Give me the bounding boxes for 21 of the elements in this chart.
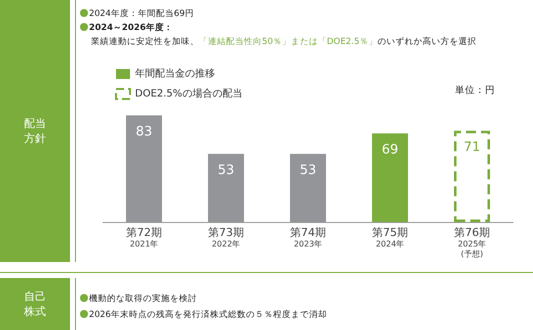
text: 単位：円 (455, 84, 495, 97)
x-tick-label: 第72期 2021年 (126, 226, 162, 248)
text: 自己株式 (23, 289, 47, 319)
data-label: 53 (218, 162, 234, 178)
data-label: 83 (136, 124, 152, 140)
data-label: 71 (464, 140, 480, 155)
x-tick-label: 第76期 2025年 (予想) (454, 226, 490, 258)
bar (454, 130, 490, 222)
x-tick-label: 第75期 2024年 (372, 226, 408, 248)
data-label: 53 (300, 162, 316, 178)
x-tick-label: 第74期 2023年 (290, 226, 326, 248)
legend-label: DOE2.5%の場合の配当 (135, 88, 242, 100)
text: 配当方針 (23, 116, 47, 146)
x-tick-label: 第73期 2022年 (208, 226, 244, 248)
text: 2026年末時点の残高を発行済株式総数の５％程度まで消却 (88, 308, 327, 322)
text: 業績連動に安定性を加味、「連結配当性向50％」または「DOE2.5％」のいずれか高い方を選択 (91, 37, 476, 47)
data-label: 69 (382, 142, 398, 158)
text: 機動的な取得の実施を検討 (88, 292, 198, 306)
text: 2024～2026年度： (88, 22, 174, 35)
text: 2024年度：年間配当69円 (88, 8, 195, 21)
legend-label: 年間配当金の推移 (135, 68, 215, 80)
